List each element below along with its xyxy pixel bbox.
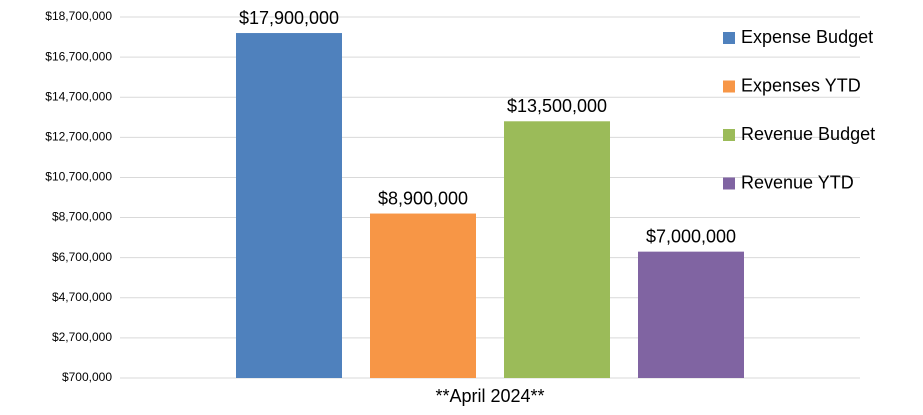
y-tick-label: $8,700,000 bbox=[52, 210, 112, 224]
legend-swatch bbox=[723, 80, 735, 93]
legend-swatch bbox=[723, 32, 735, 44]
y-tick-label: $14,700,000 bbox=[45, 89, 112, 103]
legend-label: Revenue Budget bbox=[741, 124, 875, 144]
bar bbox=[236, 33, 342, 379]
legend-swatch bbox=[723, 129, 735, 141]
y-tick-label: $10,700,000 bbox=[45, 170, 112, 184]
bar bbox=[370, 213, 476, 378]
data-label: $13,500,000 bbox=[507, 96, 607, 116]
legend-label: Revenue YTD bbox=[741, 172, 854, 192]
y-tick-label: $6,700,000 bbox=[52, 250, 112, 264]
data-label: $7,000,000 bbox=[646, 226, 736, 246]
data-label: $8,900,000 bbox=[378, 188, 468, 208]
y-tick-label: $700,000 bbox=[62, 370, 112, 384]
legend-label: Expense Budget bbox=[741, 27, 873, 47]
bar bbox=[504, 121, 610, 379]
y-tick-label: $4,700,000 bbox=[52, 290, 112, 304]
legend-swatch bbox=[723, 177, 735, 190]
x-tick-label: **April 2024** bbox=[435, 386, 544, 406]
y-tick-label: $18,700,000 bbox=[45, 9, 112, 23]
data-label: $17,900,000 bbox=[239, 8, 339, 28]
y-tick-label: $2,700,000 bbox=[52, 330, 112, 344]
bar bbox=[638, 251, 744, 378]
legend-label: Expenses YTD bbox=[741, 75, 861, 95]
y-tick-label: $12,700,000 bbox=[45, 130, 112, 144]
y-tick-label: $16,700,000 bbox=[45, 49, 112, 63]
